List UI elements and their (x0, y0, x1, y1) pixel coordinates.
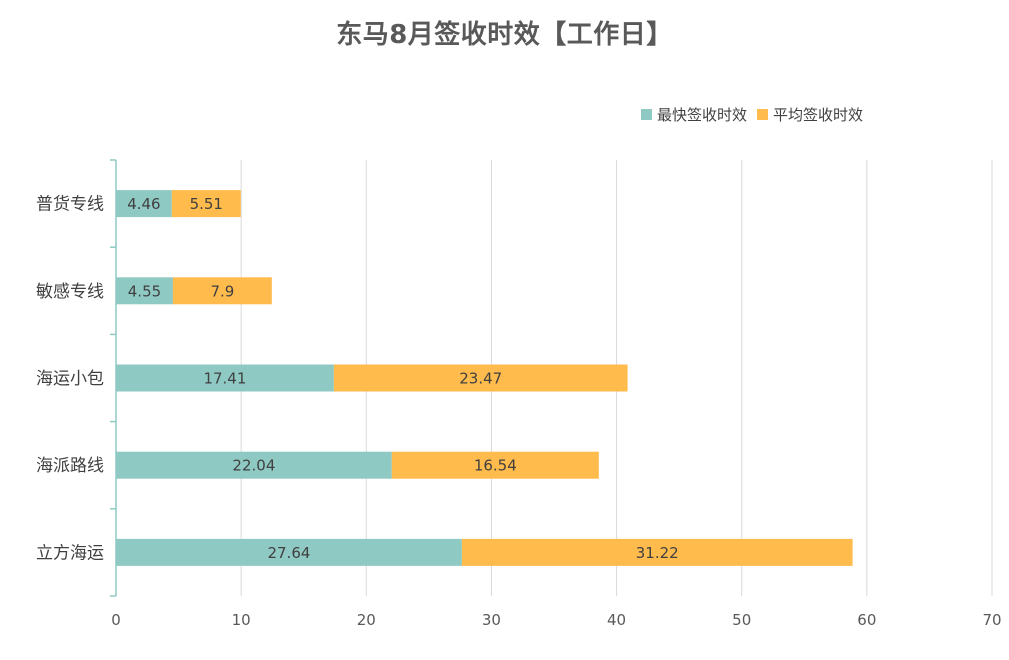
legend-label-average: 平均签收时效 (772, 106, 863, 124)
legend-item-average: 平均签收时效 (756, 104, 863, 125)
x-tick-label-60: 60 (857, 611, 876, 629)
bar-fastest-4 (116, 451, 392, 479)
x-tick-label-20: 20 (357, 611, 376, 629)
data-label-average-5: 31.22 (636, 544, 679, 562)
bar-average-1 (171, 190, 241, 218)
x-tick-label-0: 0 (111, 611, 121, 629)
data-label-average-2: 7.9 (210, 282, 234, 300)
data-label-average-4: 16.54 (474, 457, 517, 475)
bar-average-4 (391, 451, 599, 479)
bar-average-5 (461, 538, 853, 566)
bar-fastest-1 (116, 190, 172, 218)
category-label-5: 立方海运 (36, 543, 104, 563)
data-label-fastest-2: 4.55 (128, 282, 161, 300)
category-label-4: 海派路线 (36, 456, 104, 476)
bar-average-3 (333, 364, 628, 392)
category-label-2: 敏感专线 (36, 282, 104, 302)
data-label-fastest-3: 17.41 (203, 370, 246, 388)
bar-average-2 (172, 277, 272, 305)
bar-fastest-3 (116, 364, 334, 392)
x-tick-label-70: 70 (982, 611, 1001, 629)
legend-swatch-average (756, 109, 768, 120)
legend-item-fastest: 最快签收时效 (640, 104, 747, 125)
data-label-fastest-4: 22.04 (232, 457, 275, 475)
legend-swatch-fastest (640, 109, 652, 120)
legend: 最快签收时效 平均签收时效 (631, 104, 863, 125)
data-label-average-1: 5.51 (190, 195, 223, 213)
data-label-average-3: 23.47 (459, 370, 502, 388)
x-tick-label-30: 30 (482, 611, 501, 629)
category-label-1: 普货专线 (36, 195, 104, 215)
x-tick-label-50: 50 (732, 611, 751, 629)
bar-fastest-2 (116, 277, 173, 305)
x-tick-label-40: 40 (607, 611, 626, 629)
bar-fastest-5 (116, 538, 462, 566)
x-tick-label-10: 10 (232, 611, 251, 629)
chart-title: 东马8月签收时效【工作日】 (336, 20, 673, 50)
data-label-fastest-5: 27.64 (267, 544, 310, 562)
legend-label-fastest: 最快签收时效 (656, 106, 747, 124)
category-label-3: 海运小包 (36, 369, 104, 389)
data-label-fastest-1: 4.46 (127, 195, 160, 213)
